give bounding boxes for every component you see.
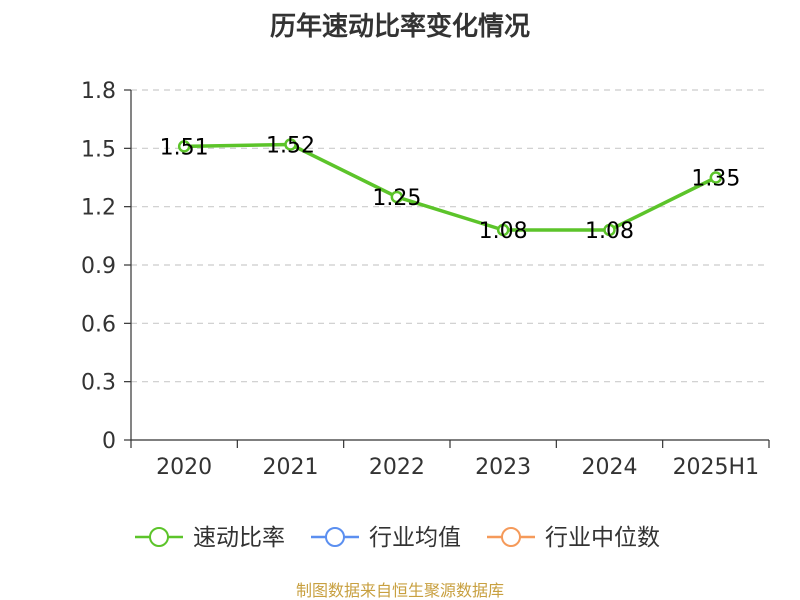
data-labels: 1.51 1.52 1.25 1.08 1.08 1.35 — [160, 133, 741, 244]
x-tick-label: 2022 — [369, 455, 425, 480]
x-tick-label: 2025H1 — [673, 455, 760, 480]
x-tick-label: 2023 — [475, 455, 531, 480]
legend-label: 行业中位数 — [545, 525, 660, 551]
legend-swatch-marker — [501, 527, 521, 547]
x-tick-label: 2020 — [156, 455, 212, 480]
y-tick-label: 0 — [102, 429, 116, 454]
data-point — [284, 138, 297, 151]
data-point — [177, 140, 191, 153]
data-label: 1.35 — [691, 167, 740, 192]
series-line — [184, 142, 717, 232]
data-point — [709, 171, 723, 184]
series-group — [177, 138, 723, 237]
legend[interactable]: 速动比率 行业均值 行业中位数 — [135, 525, 660, 551]
data-point — [390, 190, 404, 204]
x-tick-label: 2024 — [582, 455, 638, 480]
x-tick-label: 2021 — [263, 455, 319, 480]
legend-swatch-marker — [149, 527, 169, 547]
y-tick-label: 1.5 — [81, 137, 116, 162]
data-point — [496, 223, 510, 237]
source-note: 制图数据来自恒生聚源数据库 — [296, 581, 504, 600]
data-label: 1.52 — [266, 133, 315, 158]
legend-swatch-marker — [325, 527, 345, 547]
legend-label: 行业均值 — [369, 525, 461, 551]
data-label: 1.51 — [160, 135, 209, 160]
chart-title: 历年速动比率变化情况 — [270, 11, 530, 42]
grid — [131, 89, 769, 383]
y-tick-label: 1.2 — [81, 196, 116, 221]
y-tick-label: 0.9 — [81, 254, 116, 279]
y-axis-ticks: 0 0.3 0.6 0.9 1.2 1.5 1.8 — [81, 79, 131, 454]
x-axis-ticks: 2020 2021 2022 2023 2024 2025H1 — [130, 440, 770, 480]
legend-label: 速动比率 — [193, 525, 285, 551]
y-tick-label: 0.3 — [81, 371, 116, 396]
data-label: 1.08 — [585, 219, 634, 244]
y-tick-label: 0.6 — [81, 312, 116, 337]
y-tick-label: 1.8 — [81, 79, 116, 104]
data-label: 1.08 — [479, 219, 528, 244]
data-point — [603, 223, 616, 237]
data-label: 1.25 — [372, 186, 421, 211]
